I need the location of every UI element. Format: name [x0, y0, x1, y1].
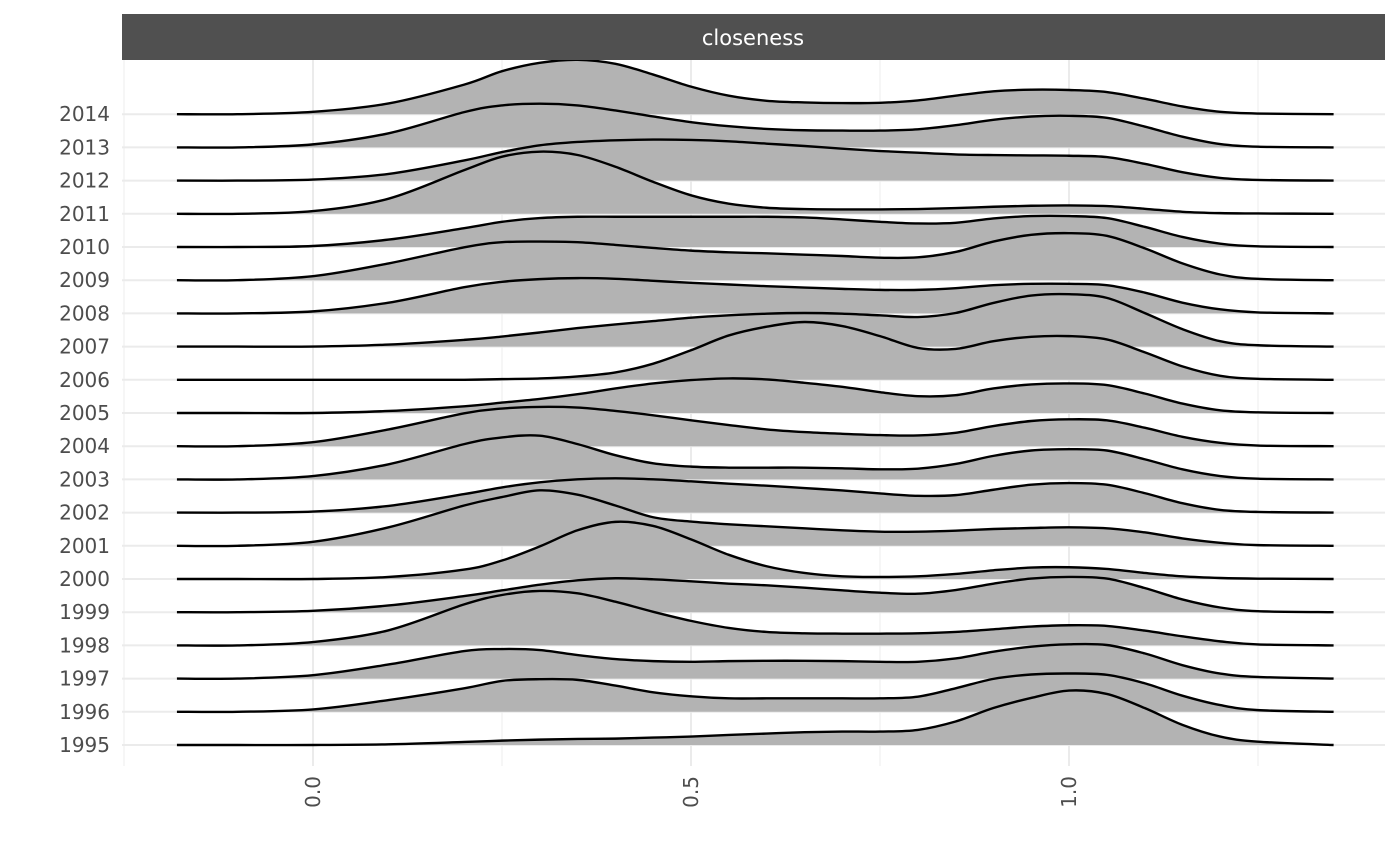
y-tick-label: 2013	[59, 135, 110, 159]
ridge-2011	[176, 150, 1334, 216]
ridge-2000	[176, 520, 1334, 581]
ridge-line	[176, 150, 1334, 216]
ridge-2003	[176, 434, 1334, 481]
y-tick-label: 2006	[59, 368, 110, 392]
ridge-1997	[176, 642, 1334, 681]
y-tick-label: 2010	[59, 235, 110, 259]
density-ridges	[176, 58, 1334, 747]
ridge-2006	[176, 320, 1334, 382]
y-tick-label: 1999	[59, 600, 110, 624]
facet-strip	[122, 14, 1385, 60]
ridge-line	[176, 214, 1334, 249]
ridge-line	[176, 405, 1334, 448]
y-tick-label: 2009	[59, 268, 110, 292]
ridge-fill	[176, 151, 1334, 214]
ridge-line	[176, 58, 1334, 116]
ridge-line	[176, 589, 1334, 647]
ridge-fill	[176, 490, 1334, 547]
ridge-fill	[176, 406, 1334, 447]
ridge-line	[176, 520, 1334, 581]
ridge-1995	[176, 689, 1334, 747]
y-tick-label: 1997	[59, 667, 110, 691]
ridge-line	[176, 292, 1334, 348]
y-tick-label: 2007	[59, 335, 110, 359]
ridge-fill	[176, 690, 1334, 746]
ridge-line	[176, 434, 1334, 481]
ridge-2014	[176, 58, 1334, 116]
x-tick-label: 1.0	[1057, 776, 1081, 808]
x-tick-label: 0.5	[679, 776, 703, 808]
ridge-line	[176, 575, 1334, 614]
ridge-line	[176, 689, 1334, 747]
ridge-line	[176, 276, 1334, 315]
y-tick-label: 2004	[59, 434, 110, 458]
ridge-line	[176, 320, 1334, 382]
ridge-line	[176, 138, 1334, 182]
ridge-line	[176, 377, 1334, 415]
facet-strip-label: closeness	[702, 26, 804, 50]
ridge-2007	[176, 292, 1334, 348]
y-tick-label: 2000	[59, 567, 110, 591]
ridge-line	[176, 477, 1334, 514]
y-tick-label: 2002	[59, 501, 110, 525]
x-tick-label: 0.0	[301, 776, 325, 808]
ridge-2005	[176, 377, 1334, 415]
ridge-2001	[176, 489, 1334, 548]
ridge-2009	[176, 231, 1334, 282]
ridge-fill	[176, 233, 1334, 281]
x-axis-tick-labels: 0.0 0.5 1.0	[301, 776, 1081, 808]
ridge-fill	[176, 294, 1334, 347]
y-tick-label: 2005	[59, 401, 110, 425]
ridge-line	[176, 231, 1334, 282]
ridge-2013	[176, 102, 1334, 149]
y-tick-label: 1998	[59, 633, 110, 657]
y-axis-tick-labels: 1995 1996 1997 1998 1999 2000 2001 2002 2003 2004…	[59, 102, 110, 757]
y-tick-label: 2014	[59, 102, 110, 126]
ridge-line	[176, 672, 1334, 714]
y-tick-label: 2011	[59, 202, 110, 226]
y-tick-label: 2001	[59, 534, 110, 558]
ridge-line	[176, 102, 1334, 149]
ridge-fill	[176, 103, 1334, 148]
y-tick-label: 1995	[59, 733, 110, 757]
ridge-2004	[176, 405, 1334, 448]
y-tick-label: 2003	[59, 467, 110, 491]
y-tick-label: 1996	[59, 700, 110, 724]
ridge-fill	[176, 521, 1334, 580]
y-tick-label: 2008	[59, 301, 110, 325]
ridge-fill	[176, 378, 1334, 414]
ridge-1998	[176, 589, 1334, 647]
ridge-fill	[176, 435, 1334, 480]
ridge-line	[176, 489, 1334, 548]
ridge-fill	[176, 59, 1334, 115]
y-tick-label: 2012	[59, 169, 110, 193]
ridge-line	[176, 642, 1334, 681]
